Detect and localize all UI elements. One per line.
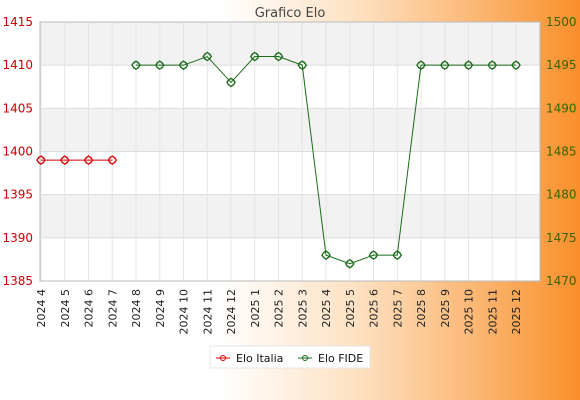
data-point-marker: [249, 51, 260, 62]
data-point: [393, 251, 402, 260]
data-point-marker: [344, 258, 355, 269]
data-point: [131, 61, 141, 70]
y-tick-label-right: 1500: [546, 15, 577, 29]
data-point-marker: [59, 155, 70, 166]
legend-label: Elo FIDE: [318, 352, 363, 365]
x-tick-label: 2025 7: [391, 289, 404, 328]
legend-label: Elo Italia: [236, 352, 283, 365]
x-tick-label: 2025 9: [439, 289, 452, 328]
x-tick-label: 2024 7: [106, 289, 119, 328]
x-tick-label: 2025 10: [463, 289, 476, 335]
data-point: [369, 251, 378, 260]
data-point: [60, 156, 69, 165]
x-tick-label: 2024 6: [83, 289, 96, 328]
data-point-marker: [107, 155, 118, 166]
data-point: [321, 251, 331, 260]
x-tick-label: 2025 4: [320, 289, 333, 328]
data-point-marker: [463, 60, 474, 71]
data-point-marker: [154, 60, 165, 71]
plot-band: [40, 108, 540, 152]
data-point-marker: [510, 60, 522, 71]
x-tick-label: 2024 4: [35, 289, 48, 328]
data-point: [440, 61, 449, 70]
y-tick-label-right: 1470: [546, 274, 577, 288]
x-tick-label: 2024 5: [59, 289, 72, 328]
data-point: [274, 52, 283, 61]
x-tick-label: 2024 11: [201, 289, 214, 335]
y-tick-label-left: 1415: [2, 15, 33, 29]
data-point-marker: [297, 60, 308, 71]
data-point-marker: [320, 250, 332, 261]
x-tick-label: 2025 6: [368, 289, 381, 328]
plot-band: [40, 237, 540, 281]
data-point: [416, 61, 426, 70]
data-point-marker: [83, 155, 94, 166]
y-tick-label-right: 1490: [546, 101, 577, 115]
y-tick-label-right: 1480: [546, 188, 577, 202]
data-point: [108, 156, 117, 165]
data-point: [511, 61, 521, 70]
plot-border: [39, 21, 541, 282]
data-point-marker: [392, 250, 403, 261]
y-tick-label-left: 1405: [2, 101, 33, 115]
plot-band: [40, 65, 540, 109]
legend-marker: [220, 355, 226, 361]
data-point-marker: [273, 51, 284, 62]
legend: Elo Italia Elo FIDE: [209, 345, 371, 369]
data-point-marker: [130, 60, 142, 71]
y-tick-label-left: 1390: [2, 231, 33, 245]
data-point: [345, 259, 354, 268]
y-tick-label-left: 1410: [2, 58, 33, 72]
y-tick-label-right: 1475: [546, 231, 577, 245]
x-tick-label: 2024 10: [178, 289, 191, 335]
data-point: [155, 61, 164, 70]
chart-title: Grafico Elo: [255, 6, 326, 21]
data-point-marker: [415, 60, 427, 71]
x-tick-label: 2025 2: [273, 289, 286, 328]
legend-marker: [302, 355, 308, 361]
x-tick-label: 2024 9: [154, 289, 167, 328]
x-tick-label: 2025 3: [296, 289, 309, 328]
x-tick-label: 2025 11: [486, 289, 499, 335]
x-tick-label: 2024 12: [225, 289, 238, 335]
data-point: [298, 61, 307, 70]
plot-band: [40, 151, 540, 195]
data-point-marker: [178, 60, 189, 71]
legend-box: [209, 345, 371, 369]
plot-band: [40, 194, 540, 238]
data-point: [250, 52, 259, 61]
y-tick-label-left: 1400: [2, 145, 33, 159]
y-tick-label-right: 1485: [546, 145, 577, 159]
y-tick-label-right: 1495: [546, 58, 577, 72]
data-point: [36, 156, 46, 165]
x-tick-label: 2025 8: [415, 289, 428, 328]
y-tick-label-left: 1395: [2, 188, 33, 202]
x-tick-label: 2025 1: [249, 289, 262, 328]
x-tick-label: 2024 8: [130, 289, 143, 328]
data-point-marker: [439, 60, 450, 71]
x-tick-label: 2025 5: [344, 289, 357, 328]
plot-band: [40, 22, 540, 66]
data-point: [226, 78, 236, 87]
data-point: [488, 61, 497, 70]
data-point-marker: [487, 60, 498, 71]
data-point: [203, 52, 212, 61]
data-point-marker: [225, 77, 237, 88]
x-tick-label: 2025 12: [510, 289, 523, 335]
y-tick-label-left: 1385: [2, 274, 33, 288]
data-point: [84, 156, 93, 165]
data-point: [179, 61, 188, 70]
series-line: [136, 55, 516, 265]
data-point-marker: [35, 155, 47, 166]
data-point-marker: [202, 51, 213, 62]
data-point: [464, 61, 473, 70]
data-point-marker: [368, 250, 379, 261]
